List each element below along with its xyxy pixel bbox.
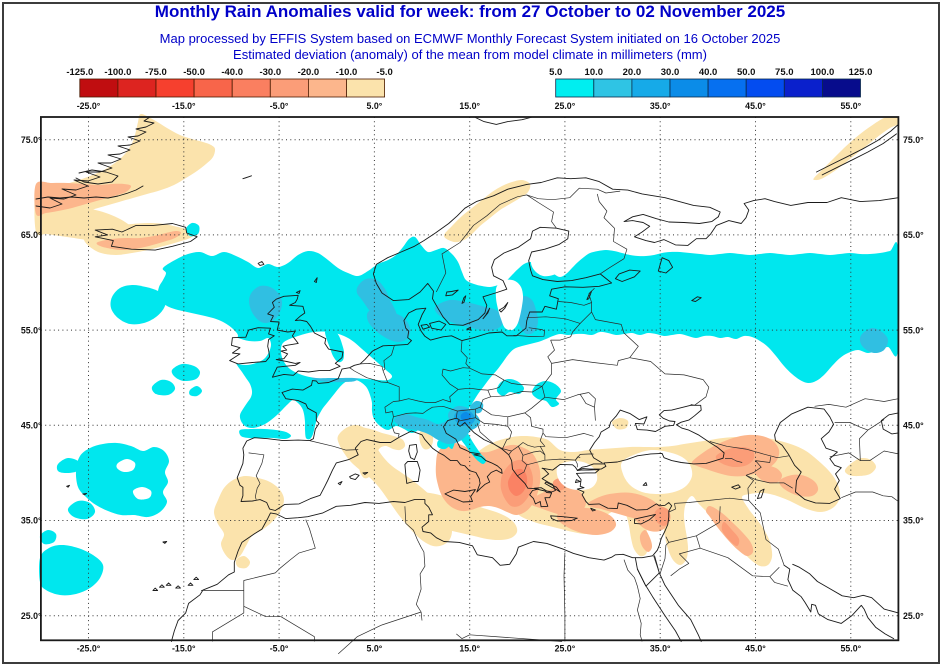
svg-text:65.0°: 65.0° [903,230,924,240]
svg-text:55.0°: 55.0° [21,325,42,335]
svg-text:5.0°: 5.0° [367,644,383,654]
svg-text:40.0: 40.0 [699,67,718,78]
svg-text:50.0: 50.0 [737,67,756,78]
svg-text:-15.0°: -15.0° [172,644,196,654]
svg-text:45.0°: 45.0° [21,421,42,431]
svg-text:5.0: 5.0 [549,67,562,78]
svg-text:-20.0: -20.0 [298,67,320,78]
svg-text:10.0: 10.0 [585,67,604,78]
svg-text:-5.0°: -5.0° [270,101,289,111]
svg-text:25.0°: 25.0° [21,611,42,621]
svg-text:55.0°: 55.0° [903,325,924,335]
svg-text:25.0°: 25.0° [555,644,576,654]
svg-text:-40.0: -40.0 [221,67,243,78]
svg-text:25.0°: 25.0° [903,611,924,621]
svg-text:35.0°: 35.0° [650,101,671,111]
svg-text:15.0°: 15.0° [459,101,480,111]
svg-text:25.0°: 25.0° [555,101,576,111]
svg-text:15.0°: 15.0° [459,644,480,654]
svg-text:55.0°: 55.0° [840,101,861,111]
svg-text:75.0°: 75.0° [21,135,42,145]
svg-text:-50.0: -50.0 [183,67,205,78]
svg-text:45.0°: 45.0° [745,101,766,111]
svg-text:20.0: 20.0 [623,67,642,78]
svg-text:65.0°: 65.0° [21,230,42,240]
svg-text:-30.0: -30.0 [259,67,281,78]
svg-text:-15.0°: -15.0° [172,101,196,111]
svg-text:-100.0: -100.0 [104,67,131,78]
svg-text:55.0°: 55.0° [840,644,861,654]
svg-text:35.0°: 35.0° [650,644,671,654]
svg-text:75.0: 75.0 [775,67,794,78]
svg-text:-25.0°: -25.0° [77,101,101,111]
svg-text:-125.0: -125.0 [66,67,93,78]
svg-text:35.0°: 35.0° [21,516,42,526]
svg-text:-5.0: -5.0 [376,67,392,78]
svg-text:5.0°: 5.0° [367,101,383,111]
svg-text:35.0°: 35.0° [903,516,924,526]
svg-text:100.0: 100.0 [811,67,835,78]
svg-text:-25.0°: -25.0° [77,644,101,654]
svg-text:75.0°: 75.0° [903,135,924,145]
svg-text:125.0: 125.0 [849,67,873,78]
svg-text:-75.0: -75.0 [145,67,167,78]
svg-text:45.0°: 45.0° [745,644,766,654]
svg-text:45.0°: 45.0° [903,421,924,431]
svg-text:-5.0°: -5.0° [270,644,289,654]
svg-text:30.0: 30.0 [661,67,680,78]
svg-text:-10.0: -10.0 [336,67,358,78]
